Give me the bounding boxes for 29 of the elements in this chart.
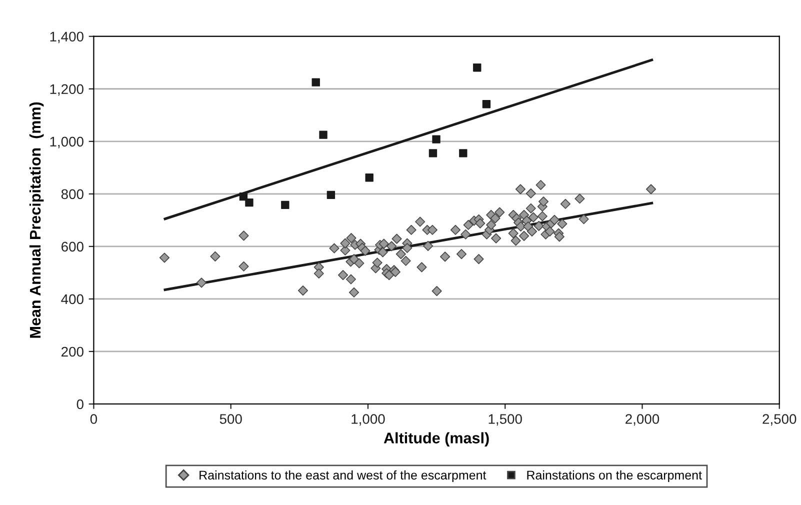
x-axis-title: Altitude (masl) [384,432,489,446]
x-tick-label: 0 [90,414,98,424]
point [459,149,468,158]
y-tick-label: 1,000 [50,136,84,148]
point [281,200,290,210]
y-tick-label: 1,400 [50,32,84,44]
x-tick-label: 500 [220,414,242,424]
legend-label: Rainstations to the east and west of the escarpment [200,470,486,482]
x-tick-label: 2,000 [626,414,660,426]
y-tick-label: 200 [62,346,84,357]
x-tick-label: 2,500 [762,414,796,426]
y-tick-label: 1,200 [50,84,84,96]
point [319,130,328,139]
point [365,174,374,182]
x-tick-label: 1,500 [488,414,522,426]
point [428,149,438,158]
y-tick-label: 600 [62,242,84,252]
point [482,100,491,108]
legend-label: Rainstations on the escarpment [527,470,702,482]
point [312,78,320,86]
point [473,64,482,72]
y-tick-label: 800 [61,189,84,200]
point [326,190,336,200]
y-axis-title: Mean Annual Precipitation (mm) [29,102,44,338]
point [245,198,254,207]
x-tick-label: 1,000 [352,414,385,426]
y-tick-label: 0 [76,399,84,410]
y-tick-label: 400 [61,294,84,304]
point [432,135,440,144]
